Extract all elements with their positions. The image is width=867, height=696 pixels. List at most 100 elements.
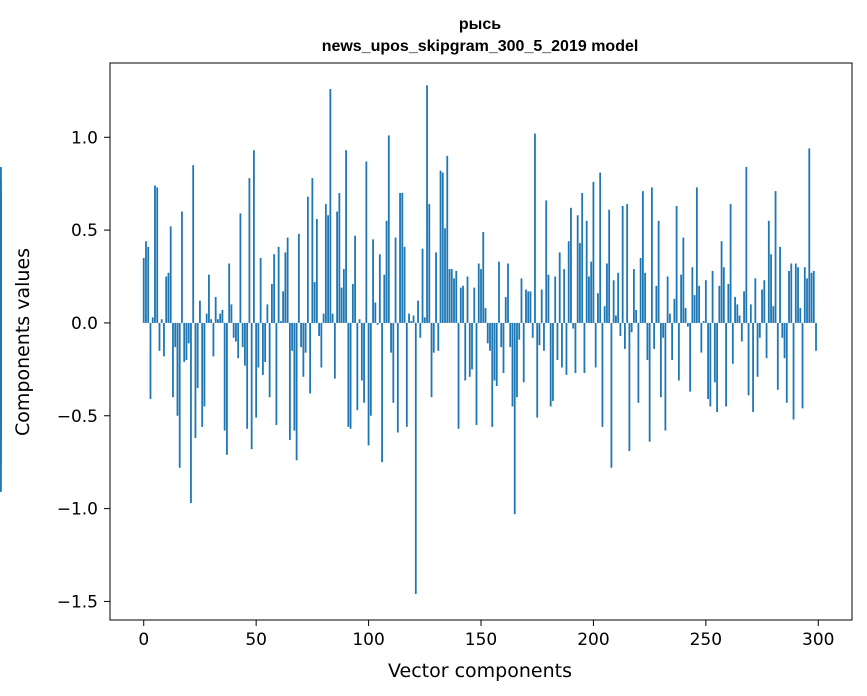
bar [471, 322, 473, 370]
bar [495, 322, 498, 387]
bar [504, 296, 507, 323]
bar [0, 280, 2, 323]
bar [356, 322, 359, 411]
y-tick-label: −1.5 [57, 592, 98, 612]
bar [585, 220, 588, 323]
bar [288, 322, 291, 440]
bar [149, 322, 152, 400]
bar [329, 88, 332, 323]
bar [444, 228, 446, 323]
bar [396, 322, 399, 433]
bar [637, 322, 640, 403]
bar [774, 191, 777, 323]
bar [390, 322, 392, 353]
bar [745, 166, 748, 323]
x-tick-label: 0 [138, 630, 149, 650]
bar [439, 170, 442, 323]
x-axis-label: Vector components [388, 660, 572, 682]
bar [628, 322, 631, 452]
bar [516, 322, 518, 398]
bar [684, 308, 687, 323]
bar [641, 191, 644, 323]
bar [772, 306, 775, 323]
bar [709, 322, 712, 407]
bar [691, 267, 694, 323]
bar [381, 322, 383, 463]
bar [318, 322, 321, 336]
bar [358, 319, 361, 323]
bar [617, 272, 620, 323]
bar [790, 263, 793, 323]
bar [176, 322, 179, 416]
bar [435, 252, 437, 323]
bar [154, 185, 156, 323]
bar [313, 282, 316, 323]
bar [466, 276, 469, 323]
bar [806, 278, 808, 323]
bar [597, 293, 599, 323]
bar [151, 317, 154, 323]
bar [221, 309, 224, 323]
bar [484, 308, 487, 323]
bar [588, 276, 590, 323]
bar [608, 209, 611, 323]
bar [567, 241, 570, 323]
bar [212, 322, 215, 357]
bar [736, 304, 739, 323]
bar [738, 315, 741, 323]
bar [576, 215, 579, 323]
bar [322, 313, 325, 323]
bar [698, 285, 700, 323]
bar [369, 322, 372, 416]
x-axis-ticks: 0 50 100 150 200 250 300 [138, 620, 834, 650]
bar [360, 322, 363, 381]
x-tick-label: 150 [465, 630, 497, 650]
bar [165, 276, 168, 323]
bar [509, 322, 512, 348]
bar [266, 304, 269, 323]
bar [340, 287, 343, 323]
bar [259, 257, 262, 323]
bar [752, 322, 754, 413]
bar [255, 322, 258, 418]
x-tick-label: 250 [690, 630, 722, 650]
bar [457, 322, 460, 429]
bar [653, 322, 656, 349]
x-tick-label: 200 [577, 630, 609, 650]
bar [570, 207, 572, 323]
bar [392, 322, 395, 403]
bar [808, 148, 811, 323]
bar [601, 322, 604, 427]
bar [448, 269, 451, 323]
bar [538, 322, 541, 346]
bar [480, 269, 482, 323]
bar [502, 322, 505, 374]
bar [293, 322, 296, 431]
bar [635, 309, 638, 323]
bar [417, 300, 419, 323]
bar [291, 322, 294, 351]
bar [749, 304, 752, 323]
bar [394, 237, 397, 323]
bar [275, 322, 278, 426]
bar [268, 322, 271, 398]
y-tick-label: 0.0 [71, 314, 98, 334]
bar [324, 204, 327, 323]
bar [729, 204, 732, 323]
bar [459, 287, 462, 323]
bar [615, 315, 617, 323]
bar [441, 172, 444, 323]
bar [547, 274, 550, 323]
bar [740, 322, 743, 342]
bar [385, 220, 388, 323]
bar [163, 322, 165, 357]
bar [493, 322, 496, 381]
bar [646, 322, 649, 361]
bar [659, 322, 662, 398]
bar [246, 322, 249, 429]
bar [462, 285, 464, 323]
y-axis-label: Components values [12, 248, 34, 436]
bar [257, 322, 260, 368]
bar [619, 322, 622, 336]
bar [549, 322, 552, 407]
